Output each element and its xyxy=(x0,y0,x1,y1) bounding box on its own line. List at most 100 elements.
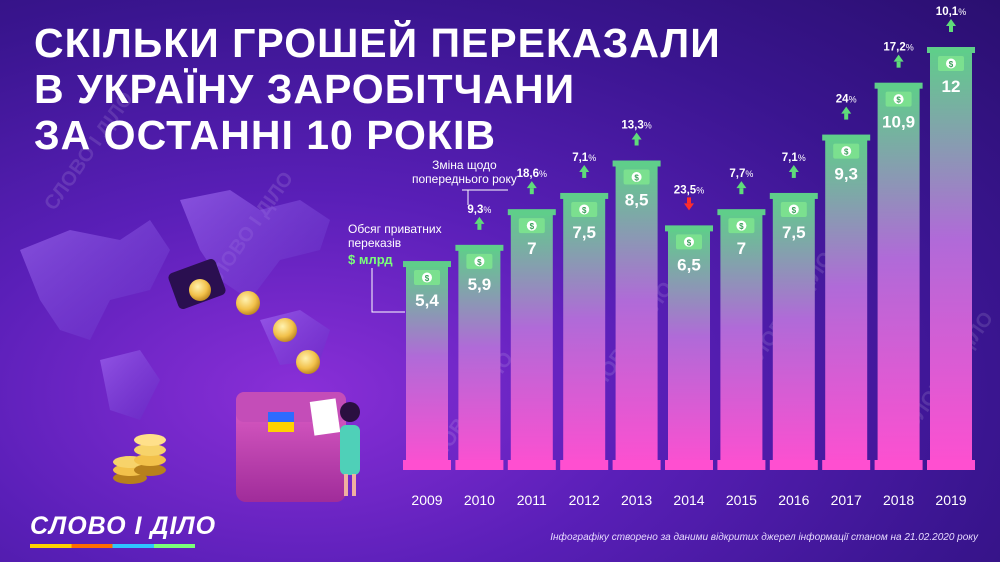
arrow-up-icon xyxy=(631,132,642,146)
map-shape xyxy=(100,350,160,420)
map-shape xyxy=(20,220,170,340)
bar-2016 xyxy=(772,195,815,470)
bar-base xyxy=(560,460,609,470)
value-label: 7 xyxy=(737,239,746,258)
legend-volume-label-1: Обсяг приватних xyxy=(348,222,442,236)
source-note: Інфографіку створено за даними відкритих… xyxy=(550,532,978,543)
legend-change-label-1: Зміна щодо xyxy=(432,158,497,172)
arrow-up-icon xyxy=(841,106,852,120)
svg-text:$: $ xyxy=(687,238,692,247)
flag-ukraine-bottom xyxy=(268,422,294,432)
title-line-2: в Україну заробітчани xyxy=(34,66,576,112)
legend-volume-unit: $ млрд xyxy=(348,252,393,267)
bar-2013 xyxy=(615,163,658,470)
illustration xyxy=(20,190,360,502)
bar-base xyxy=(507,460,556,470)
value-label: 6,5 xyxy=(677,255,701,274)
bar-cap xyxy=(874,82,923,89)
change-label: 7,1% xyxy=(572,152,596,164)
bar-cap xyxy=(927,47,975,53)
change-label: 10,1% xyxy=(936,6,966,18)
value-label: 12 xyxy=(942,77,961,96)
bar-base xyxy=(927,460,975,470)
person-leg xyxy=(352,474,356,496)
value-label: 7 xyxy=(527,239,536,258)
svg-text:$: $ xyxy=(792,206,797,215)
bar-base xyxy=(874,460,923,470)
svg-text:$: $ xyxy=(425,274,430,283)
bar-base xyxy=(403,460,451,470)
bar-base xyxy=(455,460,504,470)
person-head xyxy=(340,402,360,422)
arrow-up-icon xyxy=(788,164,799,178)
bar-2018 xyxy=(877,85,920,471)
coin xyxy=(273,318,297,342)
title-line-3: за останні 10 років xyxy=(34,112,496,158)
money-icon: $ xyxy=(466,253,493,269)
arrow-up-icon xyxy=(526,181,537,195)
bar-cap xyxy=(455,244,504,251)
bar-2019 xyxy=(930,50,972,470)
bar-cap xyxy=(507,209,556,216)
bar-base xyxy=(612,460,661,470)
svg-text:$: $ xyxy=(844,148,849,157)
bar-base xyxy=(769,460,818,470)
svg-text:$: $ xyxy=(530,222,535,231)
change-label: 13,3% xyxy=(621,120,651,132)
tick-label: 2011 xyxy=(517,492,547,508)
legend-pointer xyxy=(371,268,405,313)
arrow-up-icon xyxy=(893,54,904,68)
coin-stack xyxy=(113,434,166,484)
legend-volume-label-2: переказів xyxy=(348,236,402,250)
bar-2014 xyxy=(668,228,710,470)
value-label: 9,3 xyxy=(834,165,858,184)
tick-label: 2016 xyxy=(778,492,809,508)
money-icon: $ xyxy=(885,91,912,107)
coin xyxy=(236,291,260,315)
bar-2015 xyxy=(720,212,763,470)
bar-2009 xyxy=(406,264,448,470)
tick-label: 2019 xyxy=(935,492,966,508)
tick-label: 2013 xyxy=(621,492,652,508)
legend-change: Зміна щодо попереднього року xyxy=(412,158,517,186)
bar-2012 xyxy=(563,195,606,470)
change-label: 24% xyxy=(836,94,857,106)
svg-text:$: $ xyxy=(634,174,639,183)
money-icon: $ xyxy=(780,201,807,217)
bar-2011 xyxy=(510,212,553,470)
money-icon: $ xyxy=(938,56,964,71)
value-label: 7,5 xyxy=(782,223,806,242)
logo: СЛОВО І ДІЛО xyxy=(30,512,217,540)
legend-change-label-2: попереднього року xyxy=(412,172,517,186)
bar-2017 xyxy=(825,137,868,470)
logo-underline xyxy=(30,544,195,548)
tick-label: 2017 xyxy=(831,492,862,508)
arrow-up-icon xyxy=(474,216,485,230)
money-icon: $ xyxy=(518,218,545,234)
arrow-up-icon xyxy=(946,19,956,32)
bar-2010 xyxy=(458,247,501,470)
svg-text:$: $ xyxy=(739,222,744,231)
change-label: 17,2% xyxy=(883,42,913,54)
arrow-down-icon xyxy=(684,197,694,211)
tick-label: 2014 xyxy=(673,492,704,508)
arrow-up-icon xyxy=(736,181,747,195)
tick-label: 2012 xyxy=(569,492,600,508)
bar-cap xyxy=(403,261,451,268)
change-label: 23,5% xyxy=(674,184,704,196)
flag-ukraine-top xyxy=(268,412,294,422)
person-leg xyxy=(344,474,348,496)
bar-cap xyxy=(717,209,766,216)
legend-volume: Обсяг приватних переказів $ млрд xyxy=(348,222,442,267)
value-label: 5,9 xyxy=(468,275,492,294)
title-line-1: Скільки грошей переказали xyxy=(34,20,721,66)
money-icon: $ xyxy=(414,270,440,286)
change-label: 18,6% xyxy=(517,168,547,180)
bar-cap xyxy=(822,134,871,141)
tick-label: 2018 xyxy=(883,492,914,508)
tick-label: 2009 xyxy=(411,492,442,508)
bar-cap xyxy=(665,225,713,232)
bar-base xyxy=(665,460,713,470)
svg-text:$: $ xyxy=(896,96,901,105)
tick-label: 2010 xyxy=(464,492,495,508)
